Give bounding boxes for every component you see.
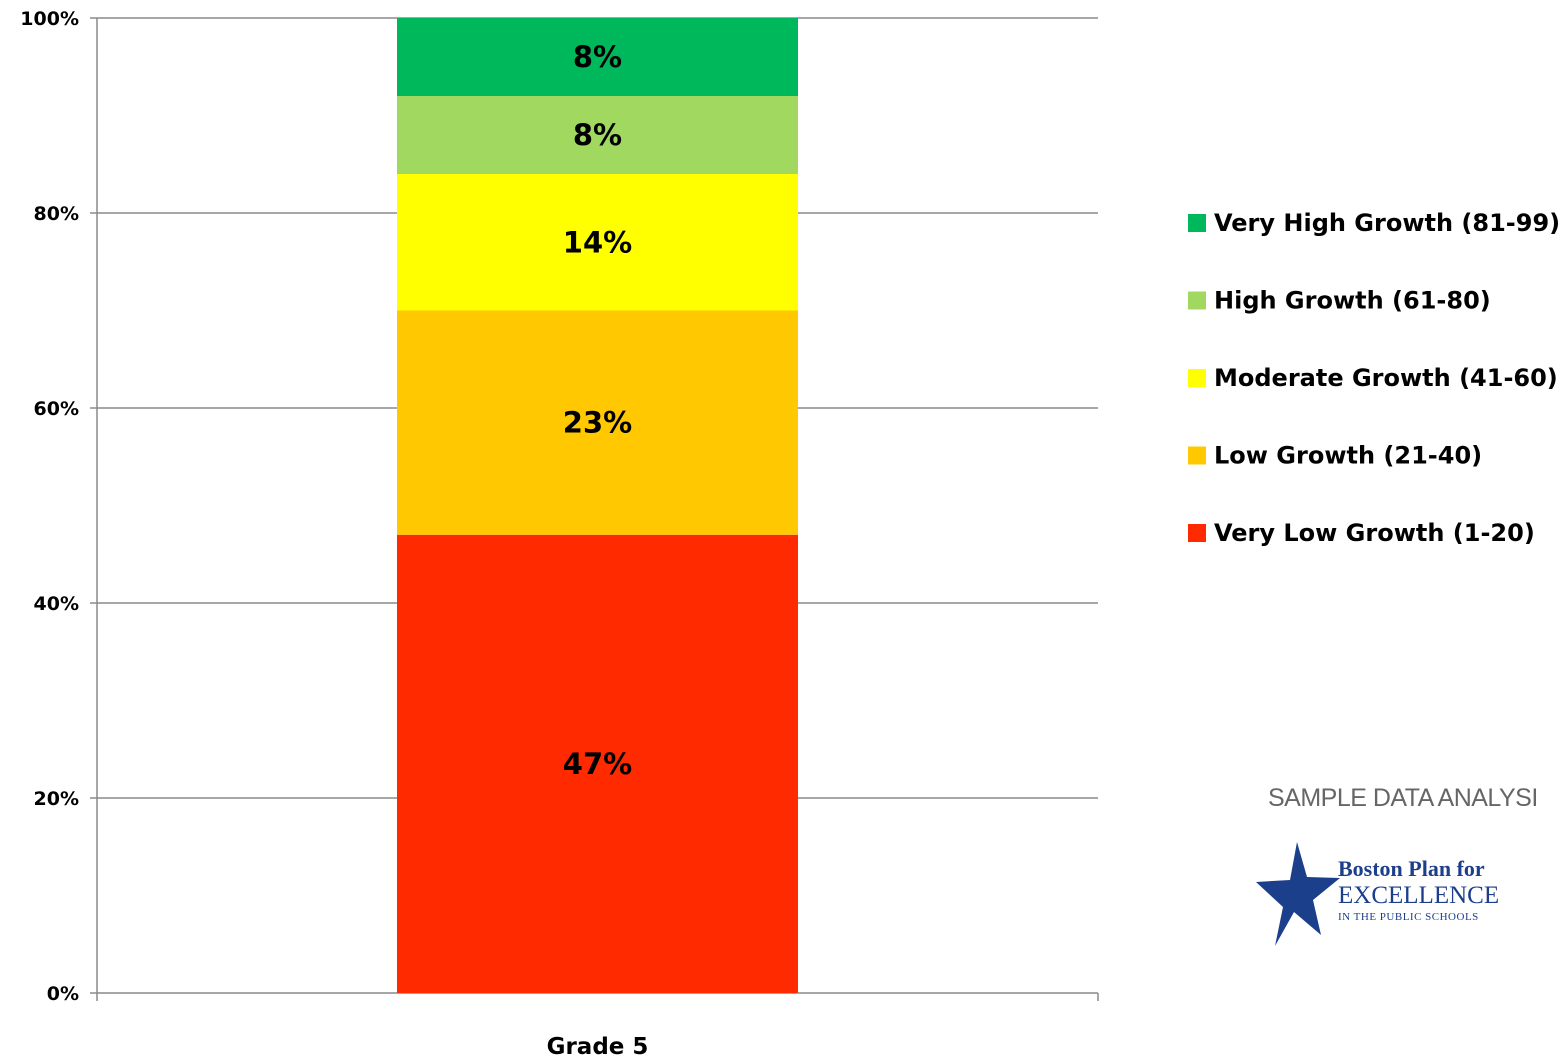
y-tick-label: 20%: [34, 788, 79, 810]
watermark-text: SAMPLE DATA ANALYSI: [1268, 784, 1538, 812]
y-tick-label: 100%: [20, 8, 79, 30]
legend-label: Low Growth (21-40): [1214, 442, 1482, 470]
logo-line-2: EXCELLENCE: [1338, 882, 1499, 909]
data-label: 8%: [573, 40, 622, 74]
y-tick-label: 80%: [34, 203, 79, 225]
legend-swatch: [1188, 369, 1206, 387]
legend-swatch: [1188, 291, 1206, 310]
data-label: 8%: [573, 118, 622, 152]
bar-segment: [397, 174, 798, 311]
y-axis-ticks: 0% 20% 40% 60% 80% 100%: [20, 8, 97, 1005]
star-icon: [1256, 842, 1340, 946]
logo-line-1: Boston Plan for: [1338, 856, 1485, 881]
x-category-label: Grade 5: [547, 1034, 649, 1059]
data-label: 47%: [563, 747, 632, 781]
legend-swatch: [1188, 524, 1206, 542]
data-label: 23%: [563, 406, 632, 440]
legend-label: Very High Growth (81-99): [1214, 209, 1560, 237]
bar-segment: [397, 18, 798, 96]
data-labels: 47% 23% 14% 8% 8%: [563, 40, 632, 781]
watermark: SAMPLE DATA ANALYSI Boston Plan for EXCE…: [1256, 784, 1538, 946]
bar-segment: [397, 310, 798, 535]
bar-segments: [397, 18, 798, 993]
logo-line-3: IN THE PUBLIC SCHOOLS: [1338, 911, 1479, 923]
legend: Very High Growth (81-99) High Growth (61-…: [1188, 209, 1560, 547]
bar-segment: [397, 96, 798, 174]
x-axis-categories: Grade 5: [547, 1034, 649, 1059]
legend-label: High Growth (61-80): [1214, 287, 1491, 315]
y-tick-label: 60%: [34, 398, 79, 420]
y-tick-label: 0%: [47, 983, 79, 1005]
legend-swatch: [1188, 214, 1206, 232]
y-tick-label: 40%: [34, 593, 79, 615]
data-label: 14%: [563, 225, 632, 259]
legend-label: Very Low Growth (1-20): [1214, 519, 1535, 547]
logo: Boston Plan for EXCELLENCE IN THE PUBLIC…: [1256, 842, 1499, 946]
legend-swatch: [1188, 446, 1206, 465]
legend-label: Moderate Growth (41-60): [1214, 364, 1558, 392]
bar-segment: [397, 534, 798, 993]
